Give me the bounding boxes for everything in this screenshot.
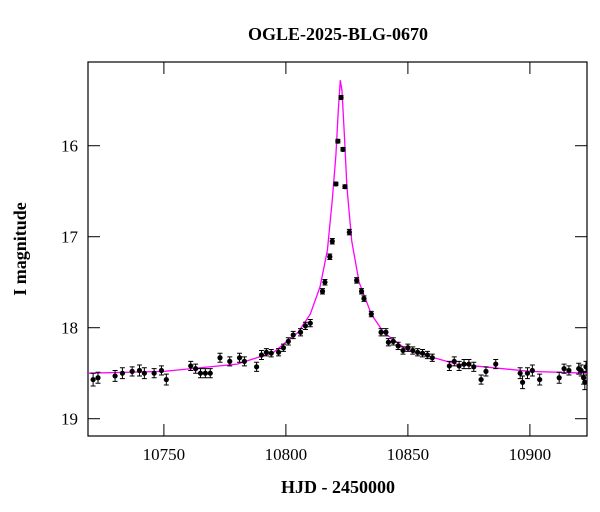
data-point — [207, 370, 213, 376]
y-tick-label: 16 — [61, 137, 78, 156]
data-point — [395, 343, 401, 349]
data-point — [429, 355, 435, 361]
data-point — [254, 364, 260, 370]
data-point — [478, 376, 484, 383]
data-point — [493, 361, 499, 367]
data-point — [202, 370, 208, 376]
data-point — [268, 350, 274, 356]
data-point — [419, 350, 426, 356]
data-point — [529, 367, 535, 374]
data-point — [151, 370, 157, 376]
data-point — [217, 355, 223, 361]
y-tick-label: 17 — [61, 228, 79, 247]
y-tick-label: 18 — [61, 319, 78, 338]
data-point — [327, 254, 333, 260]
plot-frame — [87, 61, 588, 437]
data-point — [400, 347, 406, 354]
data-point — [95, 375, 101, 381]
data-point — [519, 379, 526, 385]
data-point — [333, 181, 339, 187]
data-point — [297, 329, 304, 335]
data-point — [280, 345, 287, 351]
data-point — [466, 361, 472, 367]
data-point — [556, 375, 562, 381]
data-point — [90, 376, 96, 383]
data-point — [383, 329, 389, 335]
data-point — [578, 367, 584, 374]
data-point — [290, 332, 296, 338]
data-point — [385, 339, 391, 345]
y-axis-label: I magnitude — [10, 202, 30, 296]
data-point — [307, 320, 313, 326]
data-point — [583, 364, 587, 370]
data-point — [405, 345, 411, 351]
data-point — [119, 370, 126, 376]
data-point — [322, 279, 328, 285]
data-point — [410, 347, 416, 354]
data-point — [163, 376, 169, 383]
x-axis-label: HJD - 2450000 — [281, 477, 395, 497]
x-tick-label: 10750 — [143, 445, 186, 464]
data-point — [338, 94, 344, 101]
data-point — [561, 366, 567, 372]
data-point — [275, 349, 282, 355]
data-point — [236, 355, 243, 361]
data-point — [580, 375, 587, 381]
plot-area — [88, 80, 587, 391]
data-point — [566, 367, 572, 374]
data-point — [112, 373, 118, 379]
data-point — [524, 370, 531, 376]
data-point — [354, 277, 360, 283]
data-point — [129, 368, 135, 374]
data-point — [158, 367, 165, 374]
data-point — [241, 358, 248, 364]
data-point — [193, 366, 199, 372]
data-point — [424, 352, 431, 358]
model-curve — [88, 80, 587, 374]
x-tick-label: 10900 — [509, 445, 552, 464]
data-point — [471, 364, 477, 370]
data-point — [136, 367, 143, 374]
data-point — [285, 338, 291, 344]
data-point — [582, 379, 587, 385]
data-point — [346, 229, 352, 235]
data-point — [415, 349, 421, 355]
data-point — [227, 358, 233, 364]
data-point — [361, 295, 367, 302]
data-point — [537, 376, 543, 383]
data-point — [342, 184, 348, 190]
x-tick-label: 10800 — [265, 445, 308, 464]
data-point — [340, 146, 346, 152]
data-point — [188, 363, 194, 369]
data-point — [329, 238, 335, 244]
x-tick-label: 10850 — [387, 445, 430, 464]
data-point — [390, 338, 396, 344]
data-point — [517, 370, 523, 376]
data-point — [368, 311, 374, 317]
data-point — [358, 288, 365, 294]
data-point — [378, 329, 384, 335]
y-tick-label: 19 — [61, 410, 78, 429]
data-point — [302, 323, 309, 329]
data-point — [456, 363, 462, 369]
data-point — [446, 363, 452, 369]
data-point — [483, 368, 489, 374]
chart-title: OGLE-2025-BLG-0670 — [248, 24, 428, 44]
data-point — [451, 358, 457, 364]
data-point — [258, 352, 265, 358]
data-point — [319, 288, 326, 294]
data-point — [263, 349, 269, 355]
data-point — [461, 361, 467, 367]
data-point — [197, 370, 204, 376]
data-point — [335, 138, 341, 144]
data-point — [141, 370, 147, 376]
